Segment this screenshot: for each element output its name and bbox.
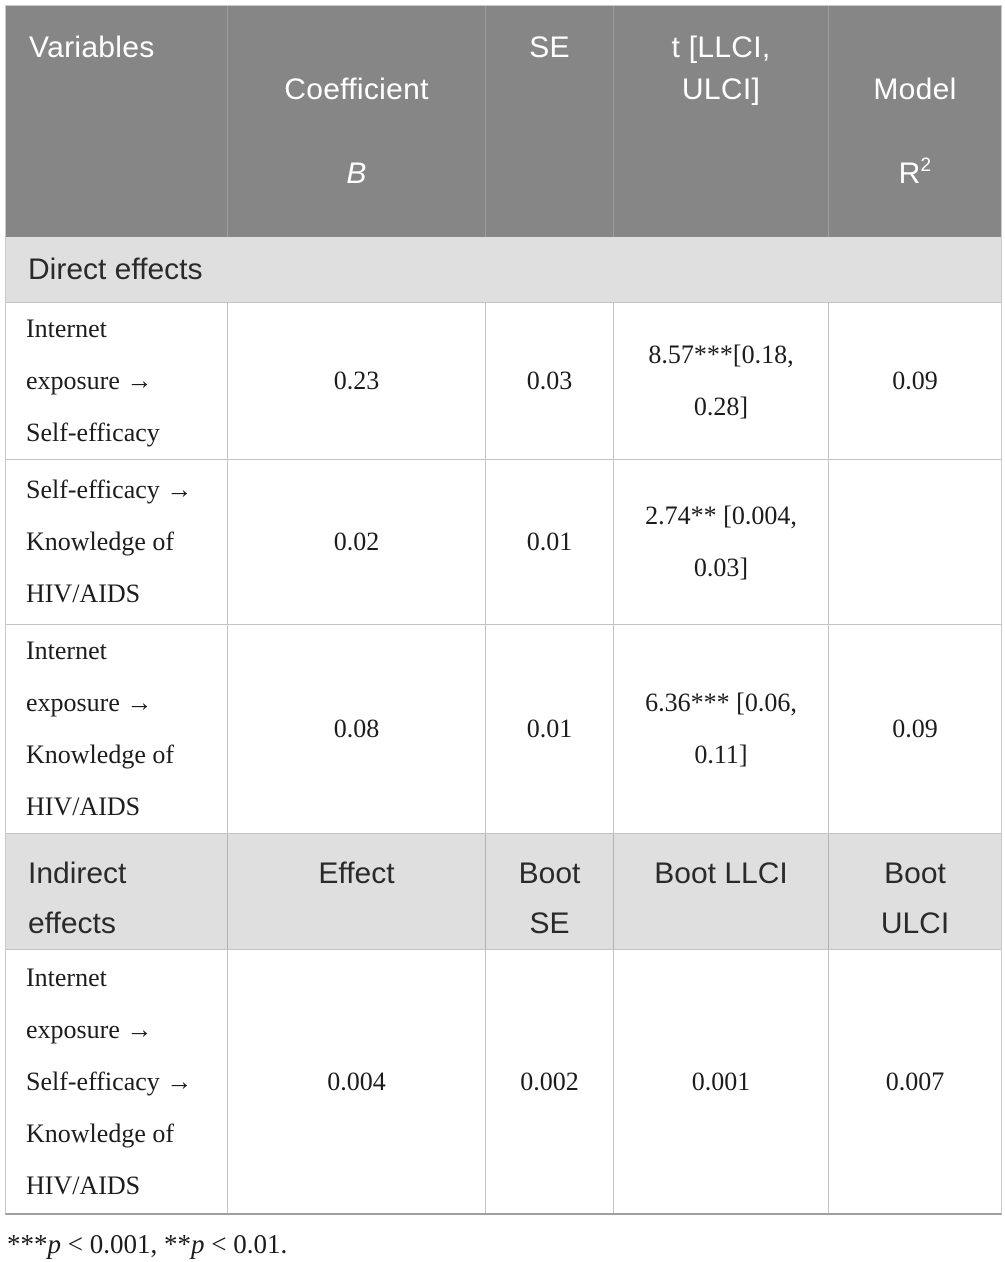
- cell-variable: Internet exposure → Self-efficacy: [6, 303, 228, 460]
- section-label-direct-effects: Direct effects: [6, 237, 1001, 303]
- table-row: Internet exposure → Self-efficacy → Know…: [6, 950, 1001, 1213]
- header-se: SE: [486, 6, 614, 237]
- footnote-p-2: p: [190, 1229, 205, 1259]
- footnote-stars-1: ***: [7, 1229, 48, 1259]
- header-coefficient-line1: Coefficient: [284, 73, 429, 106]
- cell-variable: Internet exposure → Self-efficacy → Know…: [6, 950, 228, 1213]
- cell-boot-ulci: 0.007: [829, 950, 1001, 1213]
- cell-se: 0.01: [486, 460, 614, 625]
- table-row: Internet exposure → Self-efficacy 0.23 0…: [6, 303, 1001, 460]
- header-model-line2: R2: [829, 153, 1001, 195]
- cell-coefficient: 0.02: [228, 460, 486, 625]
- cell-t-ci: 6.36*** [0.06, 0.11]: [614, 625, 829, 834]
- header-model-r2: Model R2: [829, 6, 1001, 237]
- header-model-line1: Model: [873, 73, 957, 106]
- cell-coefficient: 0.23: [228, 303, 486, 460]
- cell-se: 0.01: [486, 625, 614, 834]
- footnote-stars-2: **: [163, 1229, 191, 1259]
- cell-model-r2: 0.09: [829, 625, 1001, 834]
- mediation-results-table: Variables Coefficient B SE t [LLCI, ULCI…: [5, 5, 1002, 1215]
- cell-variable: Internet exposure → Knowledge of HIV/AID…: [6, 625, 228, 834]
- cell-boot-llci: 0.001: [614, 950, 829, 1213]
- cell-t-ci: 8.57***[0.18, 0.28]: [614, 303, 829, 460]
- section-label-indirect-effects: Indirect effects: [6, 834, 228, 950]
- header-t-llci-ulci: t [LLCI, ULCI]: [614, 6, 829, 237]
- header-r-symbol: R: [898, 157, 921, 190]
- header-coefficient-b: Coefficient B: [228, 6, 486, 237]
- cell-boot-se: 0.002: [486, 950, 614, 1213]
- footnote-p-1: p: [47, 1229, 62, 1259]
- table-row: Self-efficacy → Knowledge of HIV/AIDS 0.…: [6, 460, 1001, 625]
- section-row-direct-effects: Direct effects: [6, 237, 1001, 303]
- cell-model-r2: 0.09: [829, 303, 1001, 460]
- cell-t-ci: 2.74** [0.004, 0.03]: [614, 460, 829, 625]
- header-effect: Effect: [228, 834, 486, 950]
- cell-coefficient: 0.08: [228, 625, 486, 834]
- table-row: Internet exposure → Knowledge of HIV/AID…: [6, 625, 1001, 834]
- header-boot-ulci: Boot ULCI: [829, 834, 1001, 950]
- table-header-row: Variables Coefficient B SE t [LLCI, ULCI…: [6, 6, 1001, 237]
- significance-footnote: ***p < 0.001, **p < 0.01.: [7, 1226, 1000, 1262]
- cell-se: 0.03: [486, 303, 614, 460]
- cell-model-r2: [829, 460, 1001, 625]
- header-r-superscript: 2: [920, 155, 932, 176]
- header-boot-llci: Boot LLCI: [614, 834, 829, 950]
- cell-variable: Self-efficacy → Knowledge of HIV/AIDS: [6, 460, 228, 625]
- footnote-text-2: < 0.01.: [204, 1229, 288, 1259]
- cell-effect: 0.004: [228, 950, 486, 1213]
- section-row-indirect-effects: Indirect effects Effect Boot SE Boot LLC…: [6, 834, 1001, 950]
- header-variables: Variables: [6, 6, 228, 237]
- header-coefficient-b-symbol: B: [346, 157, 367, 190]
- header-boot-se: Boot SE: [486, 834, 614, 950]
- footnote-text-1: < 0.001,: [61, 1229, 164, 1259]
